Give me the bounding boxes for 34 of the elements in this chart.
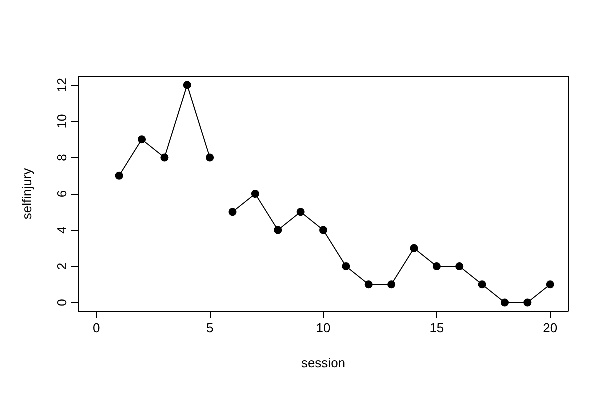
x-tick-label: 15 xyxy=(430,320,444,336)
y-axis-title: selfinjury xyxy=(20,168,34,220)
y-tick-label: 0 xyxy=(54,299,70,306)
y-tick-label: 10 xyxy=(54,114,70,129)
point xyxy=(138,136,146,144)
point xyxy=(388,280,396,289)
point xyxy=(274,226,282,234)
point xyxy=(251,190,260,198)
y-tick-label: 6 xyxy=(54,190,70,198)
y-tick-label: 4 xyxy=(54,226,70,234)
point xyxy=(320,226,328,234)
point xyxy=(546,280,554,289)
point xyxy=(456,262,464,271)
x-axis-title: session xyxy=(301,356,346,370)
x-tick-label: 20 xyxy=(543,320,558,336)
point xyxy=(183,81,192,90)
point xyxy=(206,154,214,162)
y-tick-label: 8 xyxy=(54,154,70,162)
point xyxy=(478,280,486,289)
point xyxy=(228,208,237,216)
point xyxy=(364,280,373,289)
x-tick-label: 5 xyxy=(206,320,214,336)
x-tick-label: 10 xyxy=(316,320,331,336)
point xyxy=(500,298,509,307)
point xyxy=(296,208,305,216)
point xyxy=(115,172,124,180)
point xyxy=(410,244,418,252)
x-tick-label: 0 xyxy=(93,320,100,336)
y-tick-label: 12 xyxy=(54,78,70,92)
point xyxy=(524,298,532,307)
point xyxy=(160,154,169,162)
point xyxy=(342,262,350,271)
point xyxy=(432,262,441,271)
y-tick-label: 2 xyxy=(54,262,70,270)
